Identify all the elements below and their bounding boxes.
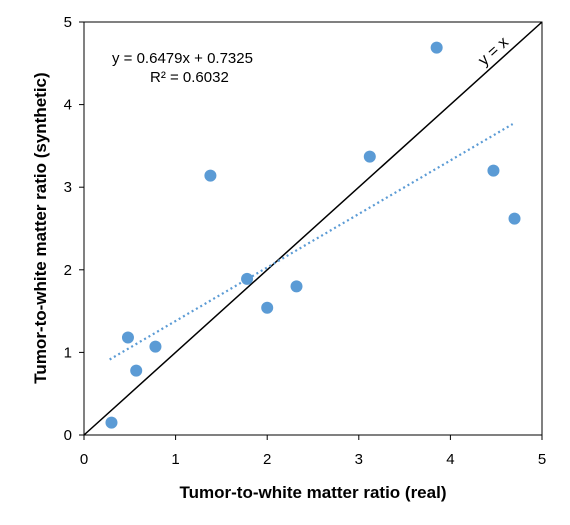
data-point (261, 301, 274, 314)
x-tick-label: 5 (538, 451, 546, 468)
identity-line (83, 21, 543, 436)
y-tick-label: 2 (64, 262, 72, 279)
x-axis-ticks: 0 1 2 3 4 5 (80, 435, 546, 468)
plot-area-border (83, 21, 543, 436)
data-point (430, 41, 443, 54)
data-point (363, 150, 376, 163)
data-point (105, 416, 118, 429)
y-axis-ticks: 0 1 2 3 4 5 (64, 14, 84, 444)
x-tick-label: 2 (263, 451, 271, 468)
x-tick-label: 4 (446, 451, 454, 468)
x-tick-label: 3 (355, 451, 363, 468)
data-point (149, 340, 162, 353)
x-tick-label: 0 (80, 451, 88, 468)
trend-r2: R² = 0.6032 (150, 69, 229, 86)
y-axis-title: Tumor-to-white matter ratio (synthetic) (31, 72, 50, 383)
data-point (130, 364, 143, 377)
y-tick-label: 4 (64, 97, 72, 114)
x-axis-title: Tumor-to-white matter ratio (real) (180, 483, 447, 502)
data-point (204, 169, 217, 182)
y-tick-label: 5 (64, 14, 72, 31)
data-point (508, 212, 521, 225)
data-point (487, 164, 500, 177)
data-points (105, 41, 521, 429)
trend-equation: y = 0.6479x + 0.7325 (112, 50, 253, 67)
data-point (121, 331, 134, 344)
y-tick-label: 0 (64, 427, 72, 444)
identity-line-label: y = x (475, 34, 512, 70)
data-point (241, 272, 254, 285)
x-tick-label: 1 (171, 451, 179, 468)
y-tick-label: 3 (64, 179, 72, 196)
trend-line (109, 123, 514, 361)
y-tick-label: 1 (64, 344, 72, 361)
data-point (290, 280, 303, 293)
